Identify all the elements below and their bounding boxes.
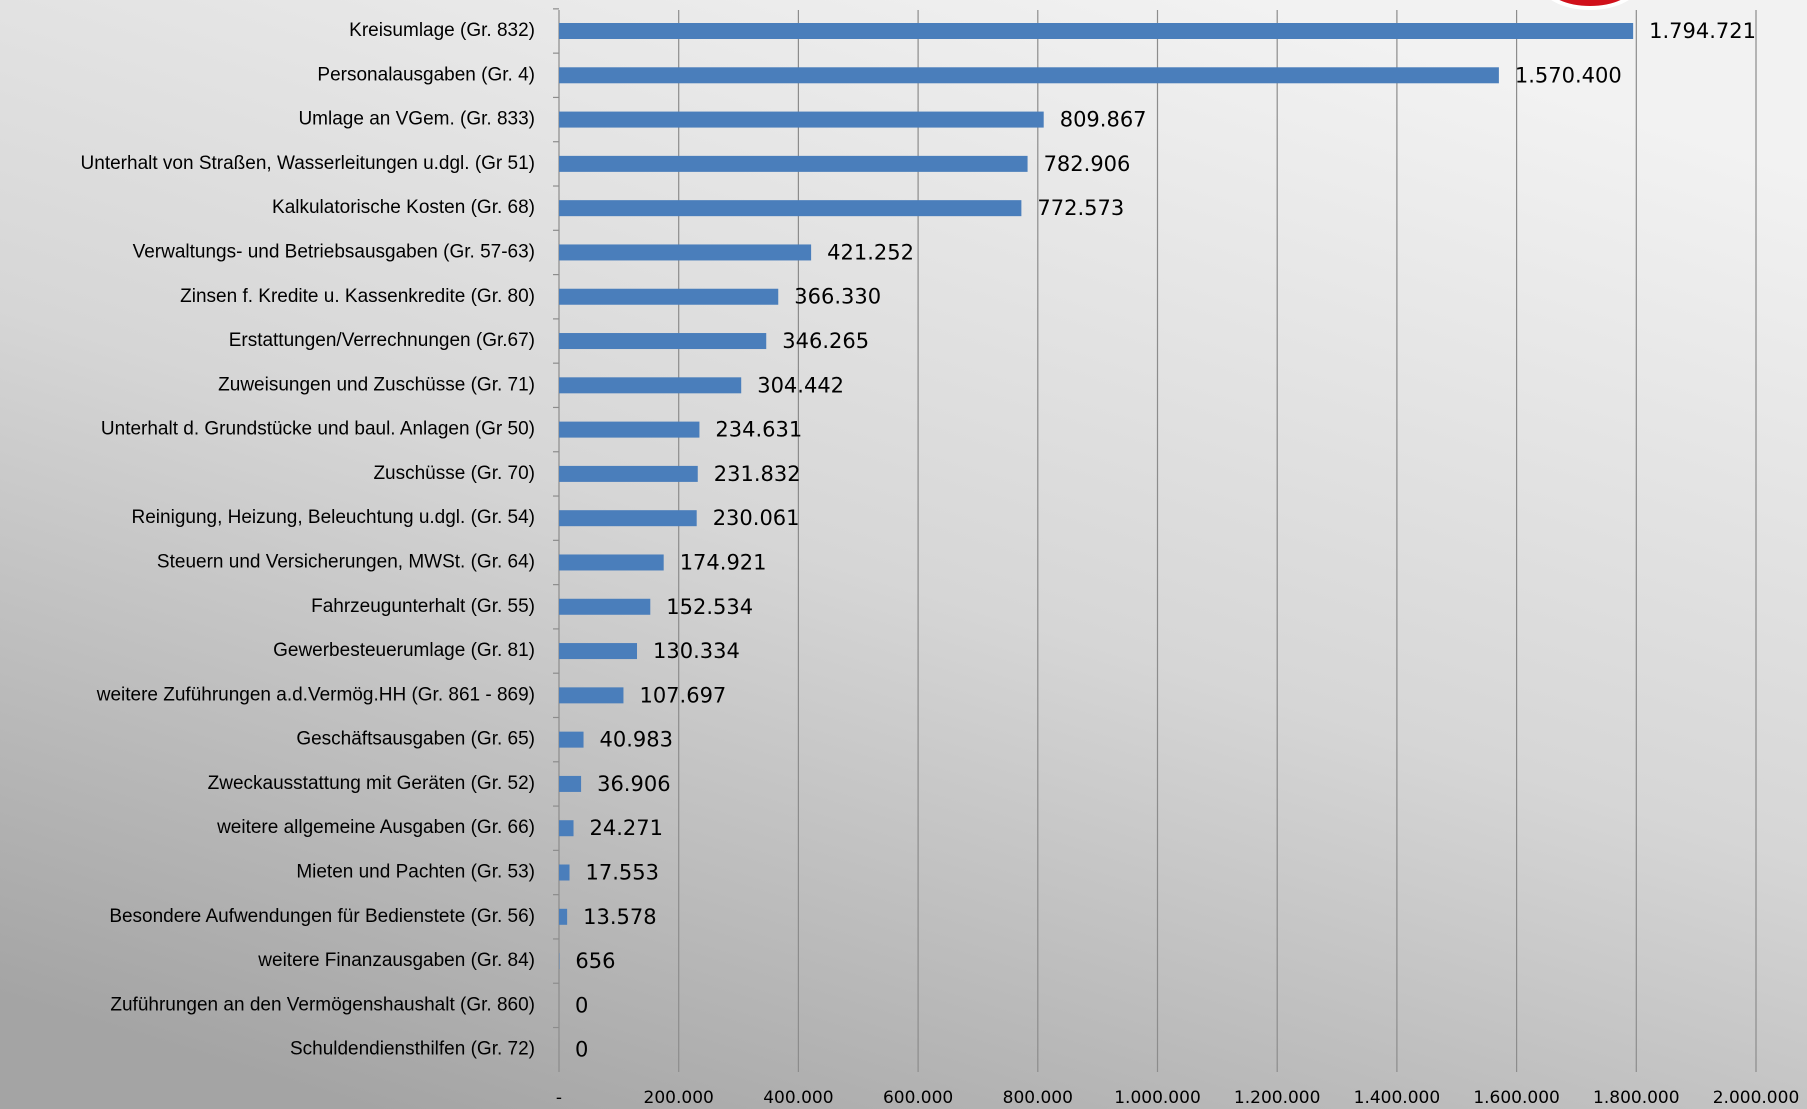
- bar: [559, 421, 700, 438]
- x-tick-label: 400.000: [763, 1088, 833, 1108]
- data-label: 24.271: [590, 816, 663, 840]
- bar: [559, 775, 582, 792]
- y-tick-label: Kreisumlage (Gr. 832): [349, 20, 535, 41]
- data-label: 304.442: [757, 373, 844, 397]
- x-tick-label: 600.000: [883, 1088, 953, 1108]
- x-tick-label: 1.000.000: [1114, 1088, 1201, 1108]
- bar: [559, 155, 1028, 172]
- data-label: 0: [575, 1038, 588, 1062]
- x-tick-label: 1.400.000: [1354, 1088, 1441, 1108]
- data-label: 421.252: [827, 240, 914, 264]
- bar: [559, 554, 664, 571]
- data-label: 234.631: [715, 418, 802, 442]
- y-tick-label: Steuern und Versicherungen, MWSt. (Gr. 6…: [157, 551, 535, 572]
- data-label: 231.832: [714, 462, 801, 486]
- y-tick-label: Erstattungen/Verrechnungen (Gr.67): [229, 330, 535, 351]
- bar: [559, 288, 779, 305]
- data-label: 230.061: [713, 506, 800, 530]
- y-tick-label: Besondere Aufwendungen für Bedienstete (…: [109, 906, 535, 927]
- bar: [559, 111, 1044, 128]
- bar: [559, 377, 742, 394]
- bar: [559, 643, 638, 660]
- data-label: 782.906: [1044, 152, 1131, 176]
- bar: [559, 465, 698, 482]
- y-tick-label: Schuldendiensthilfen (Gr. 72): [290, 1039, 535, 1060]
- x-tick-label: 200.000: [644, 1088, 714, 1108]
- bar: [559, 598, 651, 615]
- y-tick-label: Geschäftsausgaben (Gr. 65): [296, 729, 535, 750]
- y-tick-label: Zuführungen an den Vermögenshaushalt (Gr…: [110, 994, 535, 1015]
- data-label: 0: [575, 993, 588, 1017]
- data-label: 1.570.400: [1515, 63, 1622, 87]
- data-label: 107.697: [639, 683, 726, 707]
- bar: [559, 333, 767, 350]
- y-tick-label: Fahrzeugunterhalt (Gr. 55): [311, 596, 535, 617]
- x-tick-label: 1.800.000: [1593, 1088, 1680, 1108]
- y-tick-label: weitere Finanzausgaben (Gr. 84): [257, 950, 535, 971]
- y-tick-label: weitere Zuführungen a.d.Vermög.HH (Gr. 8…: [96, 684, 535, 705]
- y-tick-label: Umlage an VGem. (Gr. 833): [298, 109, 535, 130]
- data-label: 130.334: [653, 639, 740, 663]
- data-label: 656: [575, 949, 615, 973]
- bar: [559, 244, 812, 261]
- data-label: 36.906: [597, 772, 670, 796]
- y-tick-label: Zuweisungen und Zuschüsse (Gr. 71): [218, 374, 535, 395]
- bar: [559, 820, 574, 837]
- x-tick-label: 1.600.000: [1473, 1088, 1560, 1108]
- data-label: 40.983: [600, 728, 673, 752]
- bar: [559, 731, 584, 748]
- data-label: 809.867: [1060, 108, 1147, 132]
- y-tick-label: Gewerbesteuerumlage (Gr. 81): [273, 640, 535, 661]
- y-tick-label: Kalkulatorische Kosten (Gr. 68): [272, 197, 535, 218]
- bar: [559, 200, 1022, 217]
- bar: [559, 23, 1634, 39]
- data-label: 13.578: [583, 905, 656, 929]
- x-tick-label: -: [556, 1088, 562, 1108]
- data-label: 366.330: [794, 285, 881, 309]
- y-tick-label: Personalausgaben (Gr. 4): [317, 64, 535, 85]
- y-tick-label: Unterhalt von Straßen, Wasserleitungen u…: [81, 153, 535, 174]
- y-tick-label: Verwaltungs- und Betriebsausgaben (Gr. 5…: [133, 241, 535, 262]
- logo-fragment: [1551, 0, 1629, 10]
- bar: [559, 864, 570, 881]
- data-label: 174.921: [680, 550, 767, 574]
- y-tick-label: Zinsen f. Kredite u. Kassenkredite (Gr. …: [180, 286, 535, 307]
- bar: [559, 908, 568, 925]
- data-label: 17.553: [586, 861, 659, 885]
- y-tick-label: Mieten und Pachten (Gr. 53): [296, 862, 535, 883]
- y-tick-label: Zuschüsse (Gr. 70): [373, 463, 535, 484]
- bar: [559, 510, 697, 527]
- bar: [559, 67, 1499, 84]
- data-label: 1.794.721: [1649, 19, 1756, 43]
- data-label: 346.265: [782, 329, 869, 353]
- y-tick-label: weitere allgemeine Ausgaben (Gr. 66): [216, 817, 535, 838]
- x-tick-label: 800.000: [1003, 1088, 1073, 1108]
- y-tick-label: Zweckausstattung mit Geräten (Gr. 52): [208, 773, 535, 794]
- bar: [559, 687, 624, 704]
- data-label: 772.573: [1037, 196, 1124, 220]
- y-tick-label: Unterhalt d. Grundstücke und baul. Anlag…: [101, 419, 535, 440]
- x-tick-label: 2.000.000: [1713, 1088, 1800, 1108]
- x-tick-label: 1.200.000: [1234, 1088, 1321, 1108]
- y-tick-label: Reinigung, Heizung, Beleuchtung u.dgl. (…: [132, 507, 535, 528]
- data-label: 152.534: [666, 595, 753, 619]
